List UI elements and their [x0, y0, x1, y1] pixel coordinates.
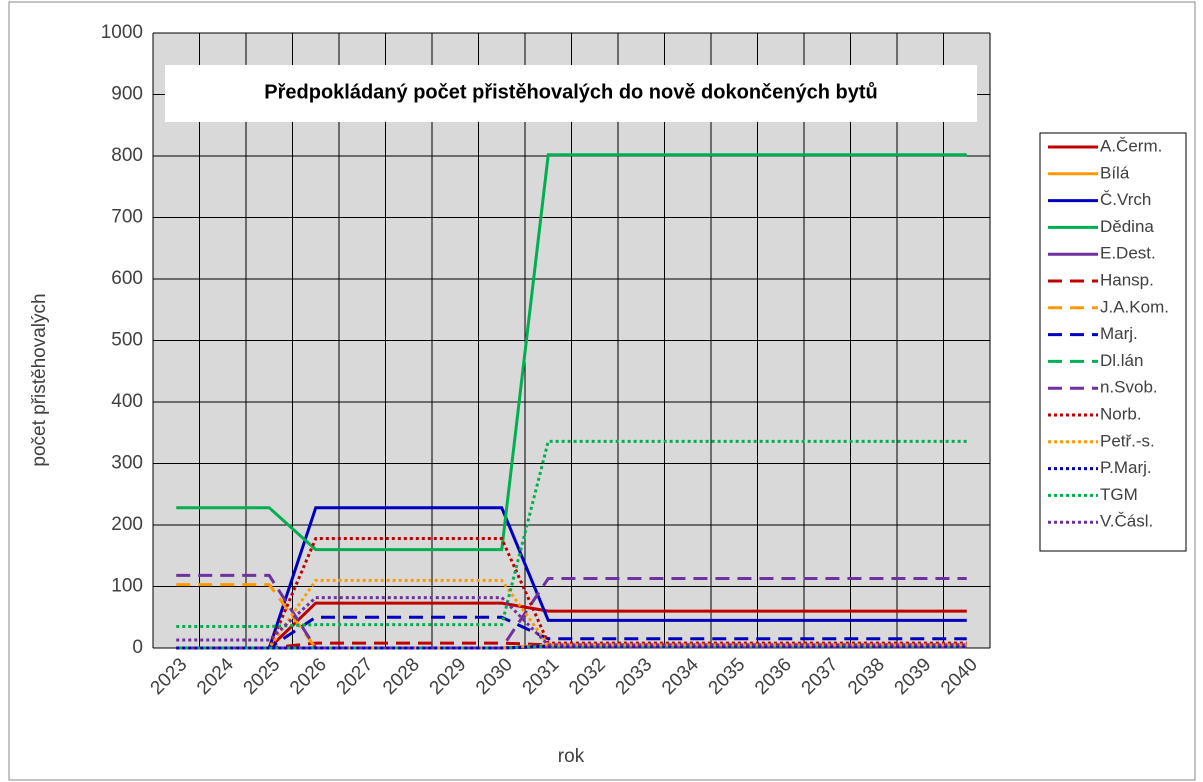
series-line [176, 153, 967, 552]
series-line [176, 601, 967, 650]
y-tick-label: 600 [111, 268, 143, 289]
legend-label: J.A.Kom. [1100, 297, 1169, 316]
series-line [176, 615, 967, 650]
y-tick-label: 400 [111, 391, 143, 412]
series-line [176, 578, 967, 650]
legend-label: TGM [1100, 485, 1138, 504]
legend-label: Č.Vrch [1100, 190, 1151, 209]
legend-label: Petř.-s. [1100, 431, 1155, 450]
y-tick-label: 500 [111, 330, 143, 351]
legend-label: Dl.lán [1100, 351, 1143, 370]
y-tick-label: 200 [111, 514, 143, 535]
series-line [176, 573, 967, 650]
y-tick-label: 700 [111, 207, 143, 228]
title-box [165, 65, 977, 122]
legend-label: Norb. [1100, 404, 1142, 423]
legend-label: P.Marj. [1100, 458, 1152, 477]
y-tick-label: 100 [111, 576, 143, 597]
y-tick-label: 300 [111, 453, 143, 474]
legend-label: Bílá [1100, 163, 1130, 182]
y-axis-label: počet přistěhovalých [29, 293, 50, 466]
legend-label: n.Svob. [1100, 378, 1158, 397]
x-axis-label: rok [558, 746, 585, 767]
series-line [176, 537, 967, 650]
y-tick-label: 800 [111, 145, 143, 166]
legend-label: Hansp. [1100, 270, 1154, 289]
y-tick-label: 900 [111, 84, 143, 105]
chart-title: Předpokládaný počet přistěhovalých do no… [264, 81, 877, 103]
series-line [176, 645, 967, 650]
series-line [176, 506, 967, 650]
series-line [176, 596, 967, 647]
legend-box [1039, 132, 1187, 552]
marks [152, 32, 991, 650]
legend-label: A.Čerm. [1100, 136, 1162, 155]
legend-label: V.Čásl. [1100, 512, 1153, 531]
y-tick-label: 0 [132, 637, 143, 658]
legend-label: E.Dest. [1100, 244, 1156, 263]
legend-label: Dědina [1100, 217, 1154, 236]
legend-label: Marj. [1100, 324, 1138, 343]
y-tick-label: 1000 [101, 22, 143, 43]
